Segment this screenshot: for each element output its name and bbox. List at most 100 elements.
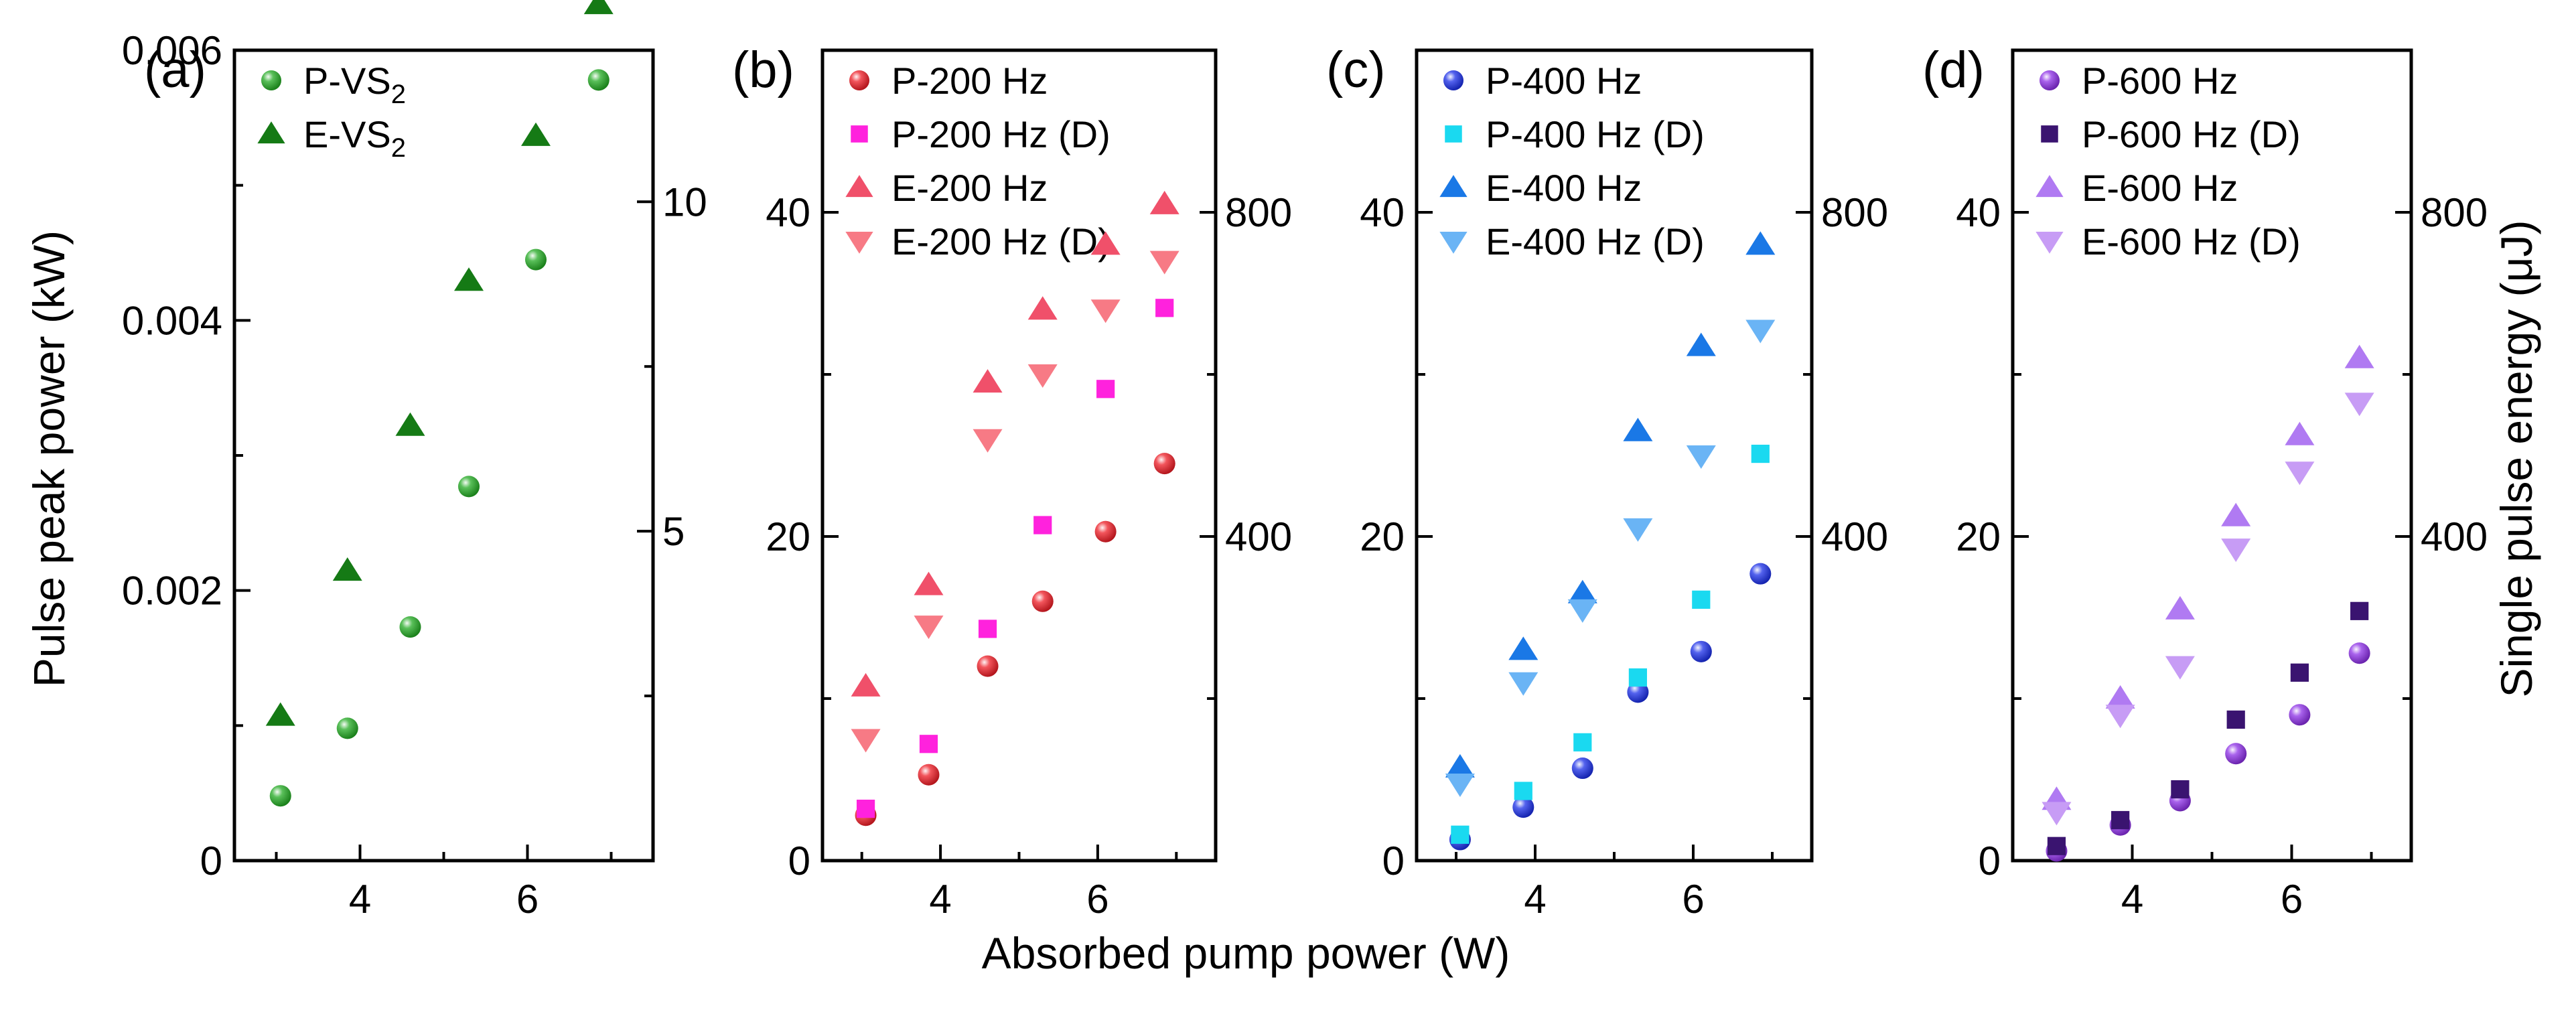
y-left-tick-label: 20 [766,514,810,559]
data-point [1692,590,1711,609]
data-point [851,729,881,753]
series-p-600-hz [2046,642,2370,862]
data-point [1514,782,1532,800]
legend-marker-p-400-hz-d [1445,125,1462,143]
y-left-tick-label: 0.002 [122,569,222,613]
legend-label: P-600 Hz [2082,60,2238,102]
series-p-200-hz [855,453,1175,826]
data-point [1573,733,1592,751]
data-point [1508,636,1539,660]
data-point [1149,250,1179,275]
data-point [2285,461,2315,486]
data-point [1567,579,1597,603]
data-point [1571,757,1593,780]
legend-label: E-600 Hz (D) [2082,220,2301,263]
x-tick-label: 4 [1524,877,1546,922]
data-point [1153,453,1175,475]
legend-label: P-VS2 [303,60,406,109]
series-e-600-hz [2042,344,2374,810]
y-left-tick-label: 0 [200,839,222,883]
legend-label: P-200 Hz (D) [891,113,1111,155]
legend-marker-p-200-hz-d [851,125,868,143]
data-point [2105,685,2135,709]
data-point [1567,599,1597,623]
data-point [1745,231,1776,255]
legend-label: E-400 Hz (D) [1486,220,1705,263]
data-point [1155,299,1174,317]
series-p-vs2 [269,69,610,807]
data-point [2047,837,2066,855]
panel-label: (b) [732,42,794,98]
y-left-tick-label: 40 [1360,190,1405,235]
data-point [2165,595,2195,620]
legend: P-400 Hz P-400 Hz (D) E-400 Hz E-400 Hz (D) [1439,60,1705,263]
series-p-400-hz [1449,563,1772,851]
data-point [2105,705,2135,729]
series-e-600-hz-d [2042,392,2374,826]
data-point [1751,444,1770,463]
y-left-tick-label: 20 [1956,514,2001,559]
y-left-tick-label: 0 [788,839,810,883]
legend-marker-p-vs2 [261,70,281,90]
y-axis-label-right: Single pulse energy (μJ) [2492,220,2541,697]
data-point [1090,231,1121,255]
data-point [1686,332,1716,356]
legend-label: E-200 Hz (D) [891,220,1111,263]
data-point [978,620,997,638]
data-point [2171,780,2190,799]
x-tick-label: 4 [349,877,371,922]
data-point [1749,563,1772,585]
legend-label: E-600 Hz [2082,167,2238,209]
legend-marker-p-600-hz [2040,70,2060,90]
legend-marker-e-600-hz [2035,175,2064,198]
legend-marker-p-200-hz [849,70,869,90]
data-point [1096,380,1115,399]
data-point [1445,774,1475,798]
data-point [977,655,999,677]
data-point [2111,810,2130,830]
data-point [525,248,547,271]
y-left-tick-label: 40 [766,190,810,235]
data-point [2042,802,2072,826]
legend-label: P-400 Hz [1486,60,1642,102]
data-point [1451,825,1470,844]
plot-frame [232,48,655,863]
data-point [2350,601,2369,620]
y-right-tick-label: 10 [662,179,707,224]
y-right-tick-label: 5 [662,509,685,554]
data-point [2165,656,2195,680]
data-point [332,557,362,581]
y-left-tick-label: 40 [1956,190,2001,235]
legend-marker-e-400-hz-d [1439,231,1468,254]
data-point [1512,796,1534,818]
panel-label: (d) [1922,42,1985,98]
legend-marker-e-vs2 [257,121,285,144]
data-point [454,267,484,291]
legend: P-600 Hz P-600 Hz (D) E-600 Hz E-600 Hz (D) [2035,60,2301,263]
data-point [918,764,940,786]
data-point [583,0,614,15]
data-point [1027,296,1058,320]
series-p-200-hz-d [856,299,1174,818]
panel-label: (c) [1326,42,1386,98]
data-point [2348,642,2370,664]
data-point [336,717,358,739]
data-point [973,429,1003,453]
data-point [1149,190,1179,214]
legend-marker-e-200-hz-d [845,231,873,254]
data-point [1027,364,1058,388]
data-point [521,122,551,146]
x-tick-label: 4 [2121,877,2143,922]
data-point [851,672,881,697]
data-point [1623,518,1653,542]
series-e-400-hz [1445,231,1776,778]
data-point [919,735,938,753]
y-axis-label-left: Pulse peak power (kW) [24,230,74,687]
legend-label: E-VS2 [303,113,406,163]
x-tick-label: 6 [516,877,539,922]
data-point [265,702,295,726]
x-tick-label: 4 [929,877,951,922]
data-point [2285,421,2315,445]
